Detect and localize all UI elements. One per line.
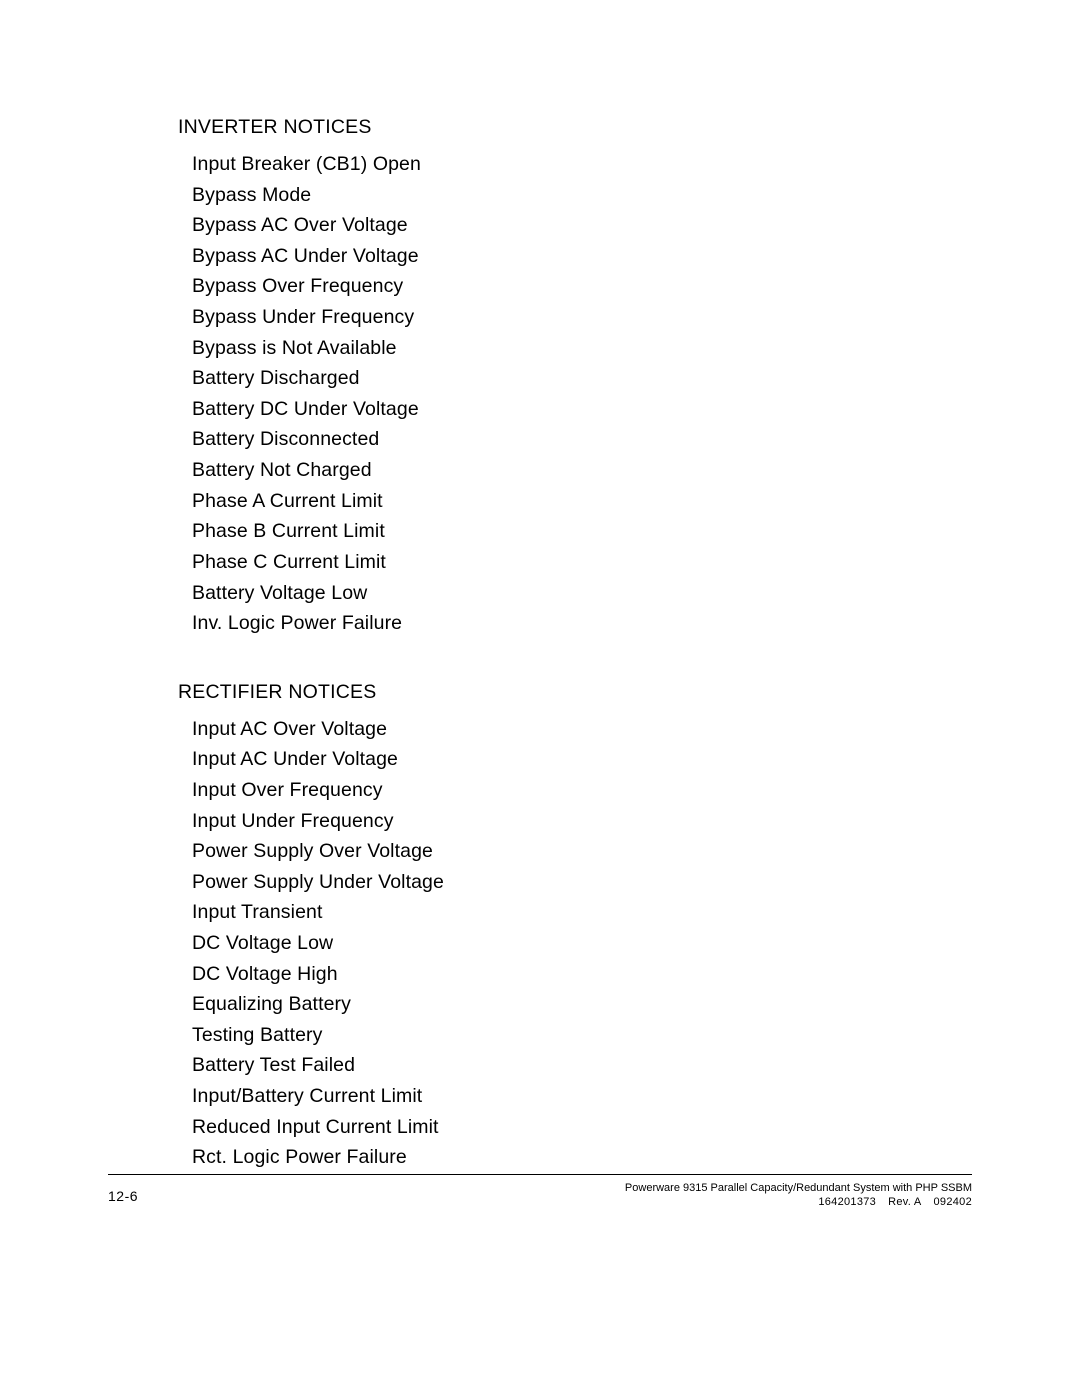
- inverter-notices-section: INVERTER NOTICES Input Breaker (CB1) Ope…: [178, 116, 444, 639]
- notice-item: Bypass Under Frequency: [192, 302, 444, 333]
- notice-item: Reduced Input Current Limit: [192, 1112, 444, 1143]
- notice-item: Battery Disconnected: [192, 424, 444, 455]
- notice-item: Input Transient: [192, 897, 444, 928]
- notice-item: Power Supply Over Voltage: [192, 836, 444, 867]
- footer-date: 092402: [933, 1196, 972, 1208]
- notice-item: DC Voltage Low: [192, 928, 444, 959]
- footer-revision: Rev. A: [888, 1196, 921, 1208]
- page-number: 12-6: [108, 1188, 138, 1204]
- notice-item: Equalizing Battery: [192, 989, 444, 1020]
- document-content: INVERTER NOTICES Input Breaker (CB1) Ope…: [178, 116, 444, 1215]
- footer-docnum: 164201373: [818, 1196, 876, 1208]
- footer-text: Powerware 9315 Parallel Capacity/Redunda…: [625, 1182, 972, 1210]
- rectifier-notices-section: RECTIFIER NOTICES Input AC Over Voltage …: [178, 681, 444, 1173]
- notice-item: Phase B Current Limit: [192, 516, 444, 547]
- notice-item: Input AC Under Voltage: [192, 744, 444, 775]
- notice-item: Bypass AC Under Voltage: [192, 241, 444, 272]
- notice-item: Bypass is Not Available: [192, 333, 444, 364]
- section-heading: RECTIFIER NOTICES: [178, 681, 444, 704]
- notice-item: Battery Discharged: [192, 363, 444, 394]
- footer-docinfo: 164201373 Rev. A 092402: [625, 1196, 972, 1210]
- notice-item: Input Over Frequency: [192, 775, 444, 806]
- notice-item: Bypass Over Frequency: [192, 271, 444, 302]
- notice-item: Battery Voltage Low: [192, 578, 444, 609]
- notice-item: Input Breaker (CB1) Open: [192, 149, 444, 180]
- notice-item: Bypass AC Over Voltage: [192, 210, 444, 241]
- notice-item: Power Supply Under Voltage: [192, 867, 444, 898]
- notice-item: Battery Test Failed: [192, 1050, 444, 1081]
- notice-item: Phase C Current Limit: [192, 547, 444, 578]
- notice-item: Phase A Current Limit: [192, 486, 444, 517]
- notice-item: DC Voltage High: [192, 959, 444, 990]
- notice-item: Inv. Logic Power Failure: [192, 608, 444, 639]
- notice-item: Rct. Logic Power Failure: [192, 1142, 444, 1173]
- notice-item: Bypass Mode: [192, 180, 444, 211]
- notice-item: Input/Battery Current Limit: [192, 1081, 444, 1112]
- notice-item: Testing Battery: [192, 1020, 444, 1051]
- notice-item: Input Under Frequency: [192, 806, 444, 837]
- page-footer: 12-6 Powerware 9315 Parallel Capacity/Re…: [108, 1174, 972, 1182]
- footer-title: Powerware 9315 Parallel Capacity/Redunda…: [625, 1182, 972, 1196]
- notice-item: Input AC Over Voltage: [192, 714, 444, 745]
- section-heading: INVERTER NOTICES: [178, 116, 444, 139]
- notice-item: Battery Not Charged: [192, 455, 444, 486]
- notice-item: Battery DC Under Voltage: [192, 394, 444, 425]
